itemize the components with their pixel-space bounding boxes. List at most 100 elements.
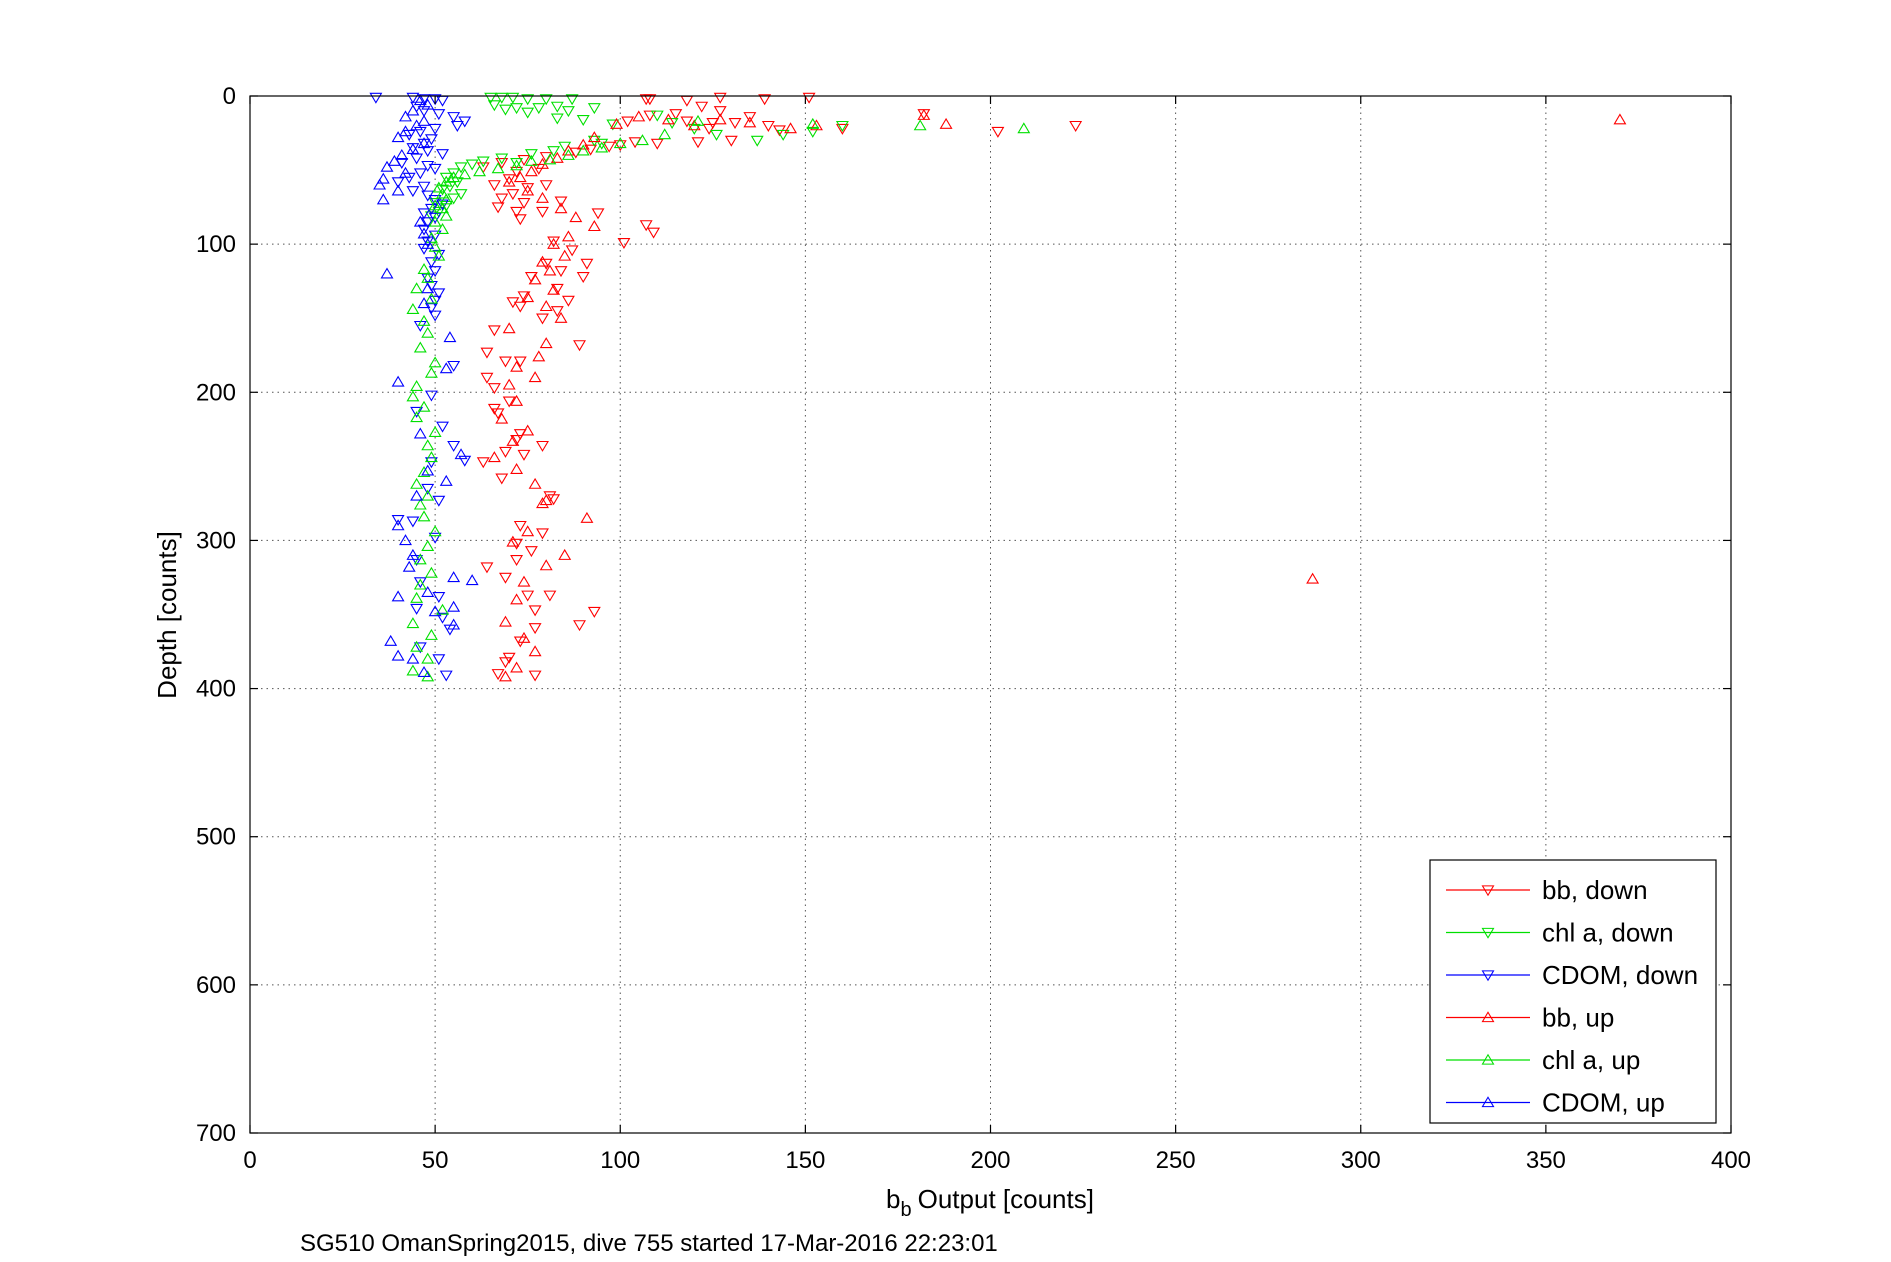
data-point bbox=[436, 187, 449, 199]
data-point bbox=[521, 291, 535, 303]
data-point bbox=[499, 657, 512, 669]
y-tick-label: 600 bbox=[196, 972, 236, 999]
data-point bbox=[1306, 572, 1320, 584]
data-point bbox=[510, 394, 524, 406]
legend-item: bb, down bbox=[1446, 875, 1648, 905]
data-point bbox=[680, 116, 694, 128]
data-point bbox=[421, 326, 435, 338]
data-point bbox=[410, 411, 424, 423]
data-point bbox=[424, 280, 438, 292]
data-point bbox=[439, 670, 453, 682]
data-point bbox=[810, 119, 823, 131]
data-point bbox=[410, 153, 424, 165]
data-point bbox=[521, 94, 535, 106]
data-point bbox=[406, 652, 420, 664]
data-point bbox=[428, 266, 442, 278]
data-point bbox=[424, 566, 438, 578]
data-point bbox=[421, 217, 435, 229]
x-tick-label: 400 bbox=[1711, 1147, 1751, 1174]
y-tick-label: 0 bbox=[223, 83, 236, 110]
data-point bbox=[510, 661, 524, 673]
x-tick-label: 100 bbox=[600, 1147, 640, 1174]
data-point bbox=[424, 211, 438, 223]
data-point bbox=[421, 439, 435, 451]
data-point bbox=[447, 618, 461, 630]
data-point bbox=[610, 117, 624, 129]
series-1 bbox=[424, 92, 849, 223]
data-point bbox=[495, 157, 509, 169]
data-point bbox=[406, 303, 420, 315]
data-point bbox=[561, 148, 575, 160]
data-point bbox=[517, 449, 531, 461]
legend-label: bb, up bbox=[1542, 1003, 1614, 1033]
data-point bbox=[391, 515, 405, 526]
data-point bbox=[428, 310, 442, 322]
data-point bbox=[417, 94, 431, 106]
data-point bbox=[417, 181, 431, 193]
data-point bbox=[539, 337, 553, 349]
data-point bbox=[447, 171, 461, 183]
data-point bbox=[421, 652, 435, 664]
data-point bbox=[802, 92, 816, 104]
data-point bbox=[428, 215, 442, 227]
data-point bbox=[387, 154, 401, 166]
data-point bbox=[506, 189, 520, 201]
data-point bbox=[406, 186, 420, 198]
data-point bbox=[428, 197, 442, 209]
data-point bbox=[510, 103, 524, 115]
data-point bbox=[413, 341, 427, 353]
y-tick-label: 400 bbox=[196, 676, 236, 703]
data-point bbox=[424, 303, 438, 315]
data-point bbox=[410, 591, 424, 603]
legend-item: bb, up bbox=[1446, 1003, 1614, 1033]
data-point bbox=[428, 356, 442, 368]
data-point bbox=[399, 534, 412, 546]
data-point bbox=[428, 295, 442, 307]
data-point bbox=[417, 224, 431, 236]
data-point bbox=[550, 283, 564, 295]
data-point bbox=[547, 283, 561, 295]
data-point bbox=[436, 603, 449, 615]
data-point bbox=[661, 113, 675, 125]
data-point bbox=[554, 196, 568, 208]
data-point bbox=[561, 144, 575, 156]
data-point bbox=[576, 138, 590, 150]
data-point bbox=[517, 631, 531, 643]
data-point bbox=[495, 92, 509, 104]
data-point bbox=[528, 670, 542, 682]
data-point bbox=[480, 562, 494, 574]
data-point bbox=[502, 175, 516, 187]
data-point bbox=[506, 92, 520, 104]
grid-lines bbox=[250, 96, 1731, 1133]
legend-item: chl a, down bbox=[1446, 918, 1674, 948]
data-point bbox=[1613, 113, 1627, 125]
data-point bbox=[406, 617, 420, 629]
data-point bbox=[417, 297, 431, 309]
y-tick-label: 700 bbox=[196, 1120, 236, 1147]
data-point bbox=[417, 137, 431, 149]
data-point bbox=[561, 106, 575, 118]
data-point bbox=[687, 123, 701, 135]
data-point bbox=[639, 220, 653, 232]
data-point bbox=[550, 113, 564, 125]
data-point bbox=[550, 101, 564, 113]
data-point bbox=[417, 314, 431, 326]
axis-ticks bbox=[249, 95, 1732, 1134]
data-point bbox=[669, 109, 683, 121]
y-axis-label: Depth [counts] bbox=[152, 531, 182, 699]
legend-label: bb, down bbox=[1542, 875, 1648, 905]
data-point bbox=[428, 123, 442, 135]
data-point bbox=[406, 92, 420, 104]
x-tick-label: 0 bbox=[243, 1147, 256, 1174]
data-point bbox=[424, 457, 438, 469]
data-point bbox=[421, 236, 435, 248]
data-point bbox=[447, 600, 461, 612]
data-point bbox=[528, 477, 542, 489]
data-point bbox=[402, 560, 416, 572]
data-point bbox=[484, 92, 498, 104]
data-point bbox=[710, 129, 723, 141]
data-point bbox=[587, 220, 601, 232]
data-point bbox=[510, 360, 524, 372]
x-tick-label: 300 bbox=[1341, 1147, 1381, 1174]
legend-box bbox=[1429, 859, 1717, 1124]
